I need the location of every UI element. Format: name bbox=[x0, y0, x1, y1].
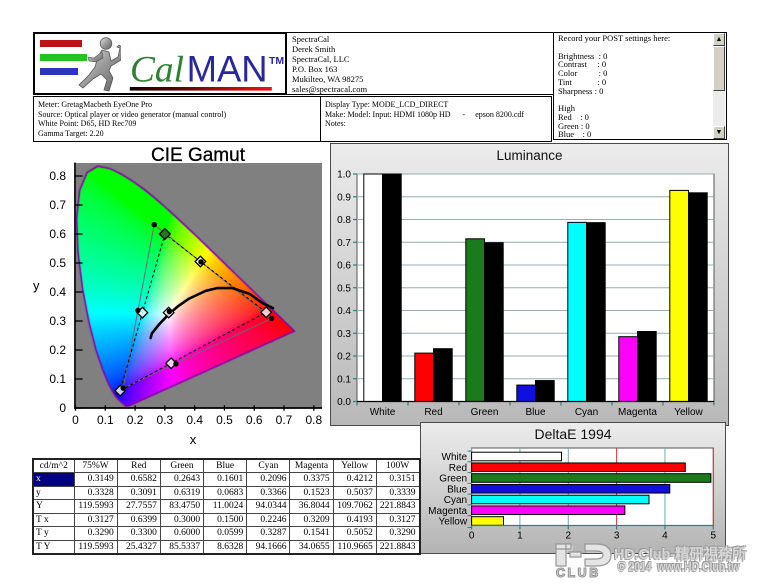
svg-text:CLUB: CLUB bbox=[556, 566, 601, 580]
svg-text:0.4: 0.4 bbox=[337, 306, 351, 317]
svg-text:Magenta: Magenta bbox=[428, 506, 467, 517]
svg-text:0.0: 0.0 bbox=[337, 397, 351, 408]
svg-text:White: White bbox=[370, 407, 396, 418]
svg-text:0.9: 0.9 bbox=[337, 192, 351, 203]
svg-text:Red: Red bbox=[424, 407, 442, 418]
svg-text:Green: Green bbox=[471, 407, 499, 418]
svg-text:1.0: 1.0 bbox=[337, 170, 351, 181]
svg-text:Blue: Blue bbox=[447, 484, 467, 495]
svg-text:0.3: 0.3 bbox=[337, 329, 351, 340]
svg-text:Blue: Blue bbox=[525, 407, 545, 418]
svg-text:5: 5 bbox=[711, 531, 717, 542]
svg-text:0.5: 0.5 bbox=[337, 283, 351, 294]
svg-text:0.1: 0.1 bbox=[337, 374, 351, 385]
svg-text:0.8: 0.8 bbox=[337, 215, 351, 226]
svg-text:Magenta: Magenta bbox=[618, 407, 657, 418]
svg-text:3: 3 bbox=[614, 531, 620, 542]
svg-text:Yellow: Yellow bbox=[439, 517, 468, 528]
svg-text:Green: Green bbox=[439, 474, 467, 485]
svg-text:Cyan: Cyan bbox=[444, 495, 467, 506]
svg-text:Cyan: Cyan bbox=[575, 407, 598, 418]
svg-text:TM: TM bbox=[269, 55, 284, 67]
svg-text:0: 0 bbox=[469, 531, 475, 542]
svg-text:1: 1 bbox=[517, 531, 523, 542]
svg-text:Yellow: Yellow bbox=[674, 407, 703, 418]
svg-text:0.7: 0.7 bbox=[337, 238, 351, 249]
svg-text:Red: Red bbox=[449, 463, 467, 474]
svg-text:2: 2 bbox=[565, 531, 571, 542]
svg-text:4: 4 bbox=[662, 531, 668, 542]
svg-text:0.2: 0.2 bbox=[337, 352, 351, 363]
svg-text:Cal: Cal bbox=[130, 50, 184, 91]
svg-text:MAN: MAN bbox=[187, 49, 268, 90]
svg-text:0.6: 0.6 bbox=[337, 261, 351, 272]
svg-text:White: White bbox=[442, 452, 468, 463]
